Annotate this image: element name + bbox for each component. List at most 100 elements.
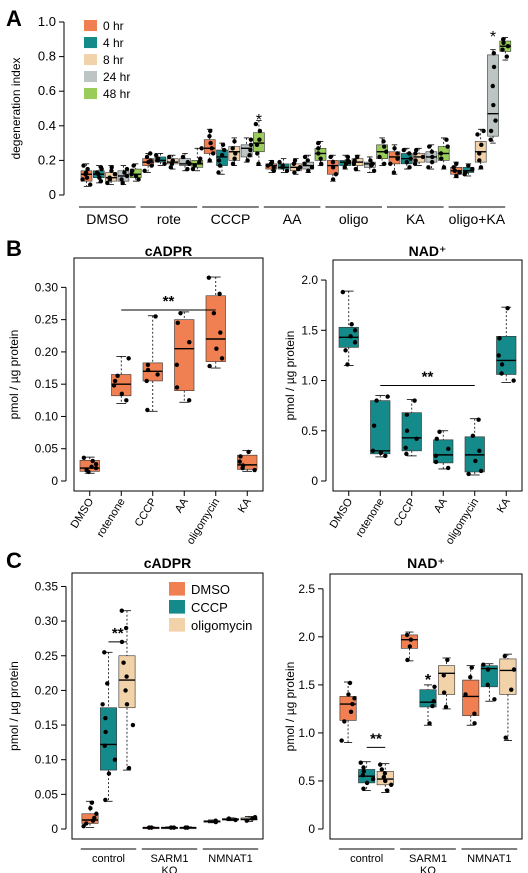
chart-c-nad-box-point: [348, 709, 354, 714]
chart-a-box-point: [377, 154, 382, 160]
chart-c-nad-box-point: [427, 721, 432, 726]
chart-b-nad-box-point: [477, 448, 482, 454]
chart-a-box-point: [491, 64, 497, 70]
chart-c-cadpr-box-point: [84, 821, 89, 826]
chart-c-nad-title: NAD⁺: [407, 555, 445, 571]
chart-c-cadpr-box-point: [103, 797, 108, 803]
chart-a-box-point: [232, 156, 237, 161]
chart-c-nad-box-point: [468, 674, 473, 680]
chart-c-nad-box-point: [385, 788, 390, 793]
chart-a-box-point: [381, 139, 386, 144]
chart-b-nad-x-tick-label: rotenone: [354, 496, 387, 539]
chart-a-box-point: [254, 142, 260, 148]
chart-a-box-point: [230, 146, 235, 151]
chart-c-nad-box-point: [360, 772, 366, 778]
chart-b-cadpr-box-point: [145, 407, 150, 413]
chart-c-cadpr-box-point: [149, 825, 154, 830]
chart-c-nad-box-box: [438, 665, 456, 695]
chart-c-nad-box-box: [499, 658, 517, 695]
chart-c-cadpr-group-label: control: [92, 853, 125, 865]
chart-a-box-point: [88, 182, 93, 187]
chart-a-box-box: [388, 151, 401, 165]
chart-c-cadpr-box-point: [92, 815, 97, 821]
chart-a-box-point: [119, 177, 124, 182]
chart-b-nad-box-point: [374, 398, 379, 403]
chart-a-box-point: [488, 137, 493, 142]
chart-c-cadpr-box-point: [226, 816, 232, 821]
chart-b-cadpr-box-point: [217, 291, 222, 297]
chart-c-cadpr-box-point: [81, 824, 86, 829]
chart-c-cadpr-box-box: [81, 813, 99, 824]
chart-c-cadpr-box-box: [118, 655, 136, 709]
chart-b-cadpr-box-point: [186, 398, 192, 403]
chart-a-box-point: [105, 180, 110, 186]
chart-c-cadpr-box-box: [100, 707, 117, 771]
chart-b-cadpr-plot-frame: [73, 257, 264, 492]
chart-b-cadpr-box-point: [206, 275, 212, 280]
chart-c-cadpr-box-point: [103, 729, 108, 735]
chart-c-nad-box-point: [350, 701, 355, 707]
chart-b-cadpr-y-tick-label: 0.05: [35, 442, 59, 456]
chart-a-box-point: [170, 158, 175, 163]
chart-c-nad-box-point: [472, 721, 477, 726]
chart-a-annotation: *: [490, 29, 496, 46]
chart-c-nad-box-point: [502, 653, 508, 659]
chart-a-box-point: [381, 144, 387, 149]
chart-a-box-point: [85, 166, 90, 172]
chart-a-group-label: oligo: [339, 211, 369, 227]
chart-a-group-label: DMSO: [86, 211, 128, 227]
chart-a-box-box: [216, 149, 228, 166]
chart-a-box-point: [257, 137, 262, 142]
chart-a-box-point: [318, 156, 323, 161]
chart-c-nad-box-point: [463, 692, 468, 697]
chart-c-nad-box-point: [383, 778, 388, 784]
chart-c-nad-y-tick-label: 1.5: [298, 678, 315, 692]
chart-b-cadpr-box-point: [84, 467, 89, 473]
chart-b-nad-box-point: [352, 328, 358, 333]
chart-b-nad-sig-label: **: [422, 369, 434, 386]
chart-c-cadpr-box-point: [105, 681, 110, 686]
chart-b-nad-box-point: [437, 429, 442, 434]
chart-a-box-point: [248, 137, 254, 142]
chart-c-cadpr-y-axis-label: pmol / µg protein: [7, 661, 21, 751]
chart-c-nad-y-tick-label: 0.5: [298, 774, 315, 788]
chart-b-nad-box-point: [412, 398, 417, 403]
chart-a-box-point: [185, 166, 190, 172]
chart-panel-b-nad: 0 0.5 1.0 1.5 2.0 pmol / µg protein NAD⁺ DMSOro…: [283, 243, 523, 547]
chart-c-nad-box-point: [469, 665, 474, 670]
chart-c-cadpr-box-point: [183, 825, 188, 830]
chart-b-cadpr-sig-label: **: [163, 293, 175, 310]
chart-a-box-point: [413, 158, 418, 163]
chart-a-box-point: [248, 142, 254, 148]
chart-b-cadpr-x-tick-label: CCCP: [133, 496, 160, 529]
chart-a-box-point: [220, 142, 226, 148]
chart-a-y-tick-label: 0.8: [38, 49, 56, 64]
chart-a-box-point: [112, 172, 118, 177]
chart-a-box-point: [420, 154, 426, 160]
chart-a-box-point: [454, 161, 459, 167]
chart-c-cadpr-plot-frame: [71, 572, 264, 840]
chart-c-nad-box-point: [509, 687, 514, 692]
chart-panel-b-cadpr: 0 0.05 0.10 0.15 0.20 0.25 0.30 pmol / µg prote…: [7, 243, 264, 547]
chart-c-nad-box-point: [370, 776, 376, 782]
chart-b-cadpr-box-point: [175, 320, 180, 326]
chart-a-box-point: [316, 146, 321, 151]
chart-a-box-point: [192, 163, 197, 168]
chart-c-legend-label: oligomycin: [191, 618, 252, 633]
chart-a-box-point: [169, 161, 175, 167]
chart-c-cadpr-y-tick-label: 0.20: [35, 683, 59, 697]
chart-a-legend-label: 8 hr: [103, 53, 124, 67]
chart-a-box-point: [368, 158, 373, 163]
chart-b-nad-box-box: [433, 439, 454, 464]
chart-a-box-point: [477, 158, 482, 163]
chart-b-nad-y-tick-label: 0.5: [301, 424, 318, 438]
chart-a-box-point: [505, 44, 511, 49]
chart-a-box-point: [207, 158, 212, 163]
chart-a-box-point: [466, 163, 471, 168]
chart-a-box-point: [185, 159, 190, 165]
chart-a-box-point: [384, 149, 389, 154]
chart-c-cadpr-box-point: [94, 811, 99, 816]
chart-b-cadpr-title: cADPR: [145, 243, 192, 259]
chart-a-box-point: [97, 175, 102, 180]
chart-a-box-point: [142, 168, 147, 173]
